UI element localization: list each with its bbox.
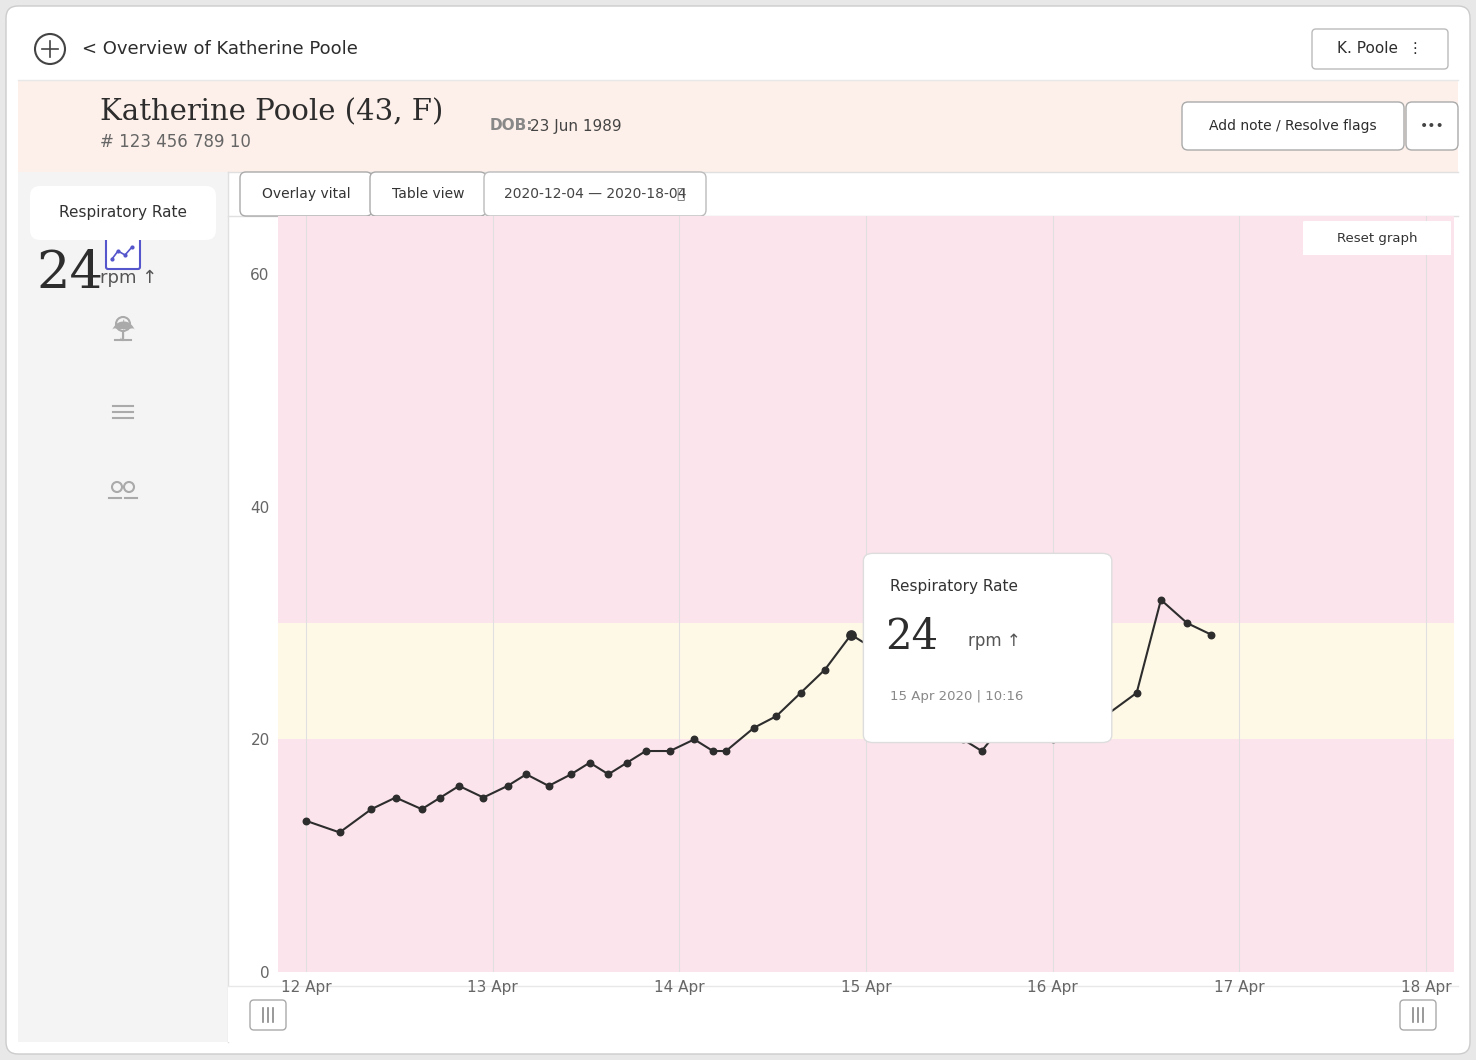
FancyBboxPatch shape (30, 186, 215, 240)
Text: rpm ↑: rpm ↑ (100, 269, 158, 287)
Text: 2020-12-04 — 2020-18-04: 2020-12-04 — 2020-18-04 (503, 187, 686, 201)
FancyBboxPatch shape (241, 172, 372, 216)
Point (788, 685, 812, 702)
Point (858, 638, 881, 655)
Text: 24: 24 (886, 616, 939, 658)
Point (360, 800, 384, 817)
Text: 📅: 📅 (676, 187, 685, 201)
Point (714, 743, 738, 760)
Text: Add note / Resolve flags: Add note / Resolve flags (1209, 119, 1377, 132)
Point (471, 789, 494, 806)
Text: Katherine Poole (43, F): Katherine Poole (43, F) (100, 98, 443, 126)
Point (537, 777, 561, 794)
Point (658, 743, 682, 760)
Point (813, 661, 837, 678)
Bar (277, 623, 1454, 740)
Point (742, 720, 766, 737)
Point (1069, 696, 1092, 713)
Point (328, 824, 351, 841)
FancyBboxPatch shape (1407, 102, 1458, 151)
Point (877, 661, 900, 678)
Text: 24: 24 (35, 248, 103, 300)
FancyBboxPatch shape (6, 6, 1470, 1054)
Point (410, 800, 434, 817)
Point (1094, 708, 1117, 725)
Point (1200, 626, 1224, 643)
Point (1175, 615, 1199, 632)
Bar (227, 986, 1458, 1042)
Point (294, 812, 317, 829)
Text: DOB:: DOB: (490, 119, 533, 134)
Bar (18, 80, 1458, 172)
FancyBboxPatch shape (1312, 29, 1448, 69)
Point (896, 696, 920, 713)
FancyBboxPatch shape (484, 172, 706, 216)
Point (559, 765, 583, 782)
Text: Table view: Table view (391, 187, 465, 201)
Point (933, 708, 956, 725)
Bar (18, 172, 227, 1042)
Text: K. Poole  ⋮: K. Poole ⋮ (1337, 41, 1423, 56)
Text: < Overview of Katherine Poole: < Overview of Katherine Poole (83, 40, 357, 58)
Point (428, 789, 452, 806)
Bar (277, 216, 1454, 623)
Point (515, 765, 539, 782)
FancyBboxPatch shape (370, 172, 486, 216)
FancyBboxPatch shape (863, 553, 1111, 743)
Point (840, 626, 863, 643)
Point (682, 731, 706, 748)
Text: Respiratory Rate: Respiratory Rate (890, 579, 1018, 595)
Point (633, 743, 657, 760)
Point (701, 743, 725, 760)
Text: Reset graph: Reset graph (1337, 232, 1417, 245)
Bar (277, 740, 1454, 972)
Bar (227, 172, 1458, 1042)
Point (1013, 708, 1036, 725)
Text: # 123 456 789 10: # 123 456 789 10 (100, 132, 251, 151)
Point (1041, 731, 1064, 748)
Bar (18, 18, 1458, 80)
Text: Overlay vital: Overlay vital (261, 187, 350, 201)
Point (596, 765, 620, 782)
Text: Respiratory Rate: Respiratory Rate (59, 206, 187, 220)
Point (615, 754, 639, 771)
Text: 15 Apr 2020 | 10:16: 15 Apr 2020 | 10:16 (890, 690, 1023, 703)
Point (496, 777, 520, 794)
FancyBboxPatch shape (1401, 1000, 1436, 1030)
Point (989, 720, 1013, 737)
Point (384, 789, 407, 806)
Text: ☂: ☂ (111, 318, 136, 346)
FancyBboxPatch shape (1182, 102, 1404, 151)
Point (765, 708, 788, 725)
Point (970, 743, 993, 760)
Point (579, 754, 602, 771)
Point (1125, 685, 1148, 702)
FancyBboxPatch shape (249, 1000, 286, 1030)
FancyBboxPatch shape (106, 235, 140, 269)
Point (951, 731, 974, 748)
Text: •••: ••• (1420, 119, 1445, 132)
Text: rpm ↑: rpm ↑ (968, 632, 1021, 650)
Point (840, 626, 863, 643)
Point (447, 777, 471, 794)
Point (1150, 591, 1173, 608)
Text: 23 Jun 1989: 23 Jun 1989 (530, 119, 621, 134)
FancyBboxPatch shape (1294, 220, 1460, 257)
Point (914, 685, 937, 702)
